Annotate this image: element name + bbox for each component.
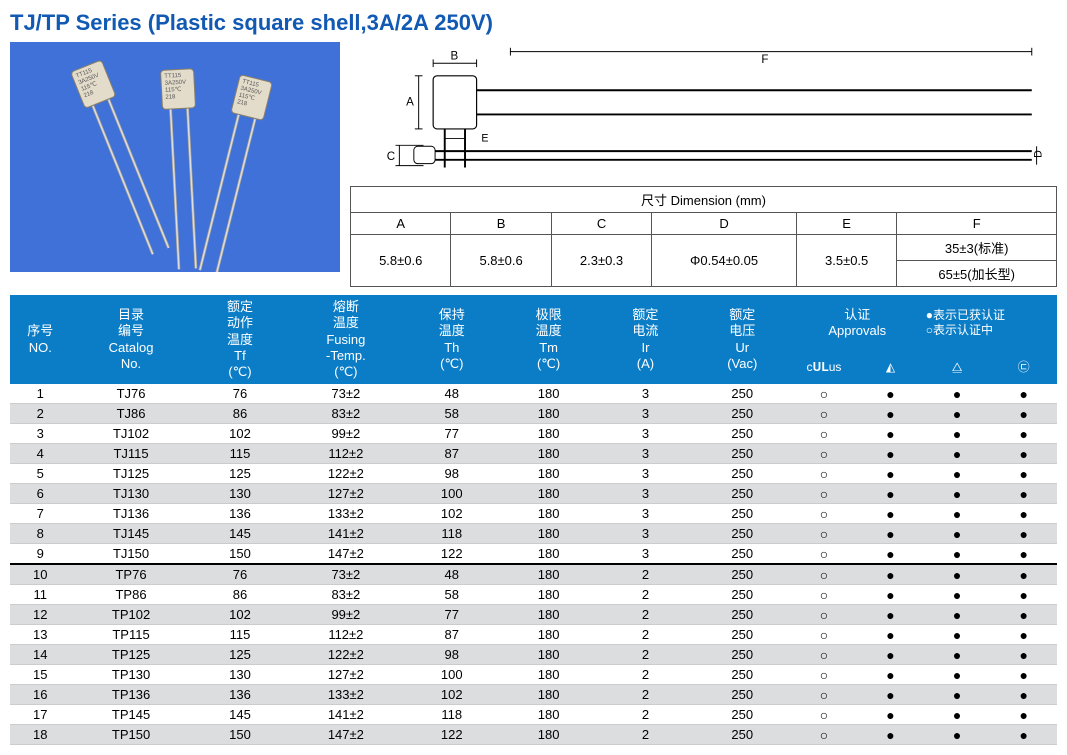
svg-text:C: C [387, 151, 395, 163]
spec-table: 序号 NO. 目录 编号 Catalog No. 额定 动作 温度 Tf (℃)… [10, 295, 1057, 745]
hdr-catalog: 目录 编号 Catalog No. [71, 295, 192, 384]
table-row: 5TJ125125122±2981803250○●●● [10, 464, 1057, 484]
table-row: 7TJ136136133±21021803250○●●● [10, 504, 1057, 524]
approval-icon-ccc: ㉢ [990, 351, 1057, 384]
approval-icon-vde: ◭ [857, 351, 924, 384]
table-row: 8TJ145145141±21181803250○●●● [10, 524, 1057, 544]
dimension-table: 尺寸 Dimension (mm) A B C D E F 5.8±0.6 5.… [350, 186, 1057, 287]
table-row: 6TJ130130127±21001803250○●●● [10, 484, 1057, 504]
hdr-no: 序号 NO. [10, 295, 71, 384]
table-row: 17TP145145141±21181802250○●●● [10, 705, 1057, 725]
table-row: 10TP767673±2481802250○●●● [10, 564, 1057, 585]
svg-text:E: E [481, 132, 488, 144]
table-row: 13TP115115112±2871802250○●●● [10, 625, 1057, 645]
approval-icon-jet: ⧋ [924, 351, 991, 384]
page-title: TJ/TP Series (Plastic square shell,3A/2A… [10, 10, 1057, 36]
product-photo: TT1153A250V115℃ 218 TT1153A250V115℃ 218 … [10, 42, 340, 272]
svg-text:D: D [1032, 150, 1044, 158]
table-row: 16TP136136133±21021802250○●●● [10, 685, 1057, 705]
hdr-tm: 极限 温度 Tm (℃) [500, 295, 597, 384]
table-row: 2TJ868683±2581803250○●●● [10, 404, 1057, 424]
hdr-tf: 额定 动作 温度 Tf (℃) [192, 295, 289, 384]
svg-text:F: F [761, 54, 768, 66]
table-row: 4TJ115115112±2871803250○●●● [10, 444, 1057, 464]
table-row: 15TP130130127±21001802250○●●● [10, 665, 1057, 685]
hdr-approvals: 认证 Approvals [791, 295, 924, 351]
dimension-diagram: B A E C F D [350, 42, 1057, 182]
table-row: 3TJ10210299±2771803250○●●● [10, 424, 1057, 444]
svg-text:B: B [451, 50, 459, 62]
hdr-ur: 额定 电压 Ur (Vac) [694, 295, 791, 384]
hdr-ir: 额定 电流 Ir (A) [597, 295, 694, 384]
table-row: 9TJ150150147±21221803250○●●● [10, 544, 1057, 565]
hdr-fusing: 熔断 温度 Fusing -Temp. (℃) [288, 295, 403, 384]
table-row: 14TP125125122±2981802250○●●● [10, 645, 1057, 665]
top-section: TT1153A250V115℃ 218 TT1153A250V115℃ 218 … [10, 42, 1057, 287]
table-row: 11TP868683±2581802250○●●● [10, 585, 1057, 605]
svg-text:A: A [406, 97, 414, 109]
approval-icon-ul: c𝐔𝐋us [791, 351, 858, 384]
approval-legend: ●表示已获认证 ○表示认证中 [924, 295, 1057, 351]
hdr-th: 保持 温度 Th (℃) [403, 295, 500, 384]
table-row: 1TJ767673±2481803250○●●● [10, 384, 1057, 404]
table-row: 12TP10210299±2771802250○●●● [10, 605, 1057, 625]
